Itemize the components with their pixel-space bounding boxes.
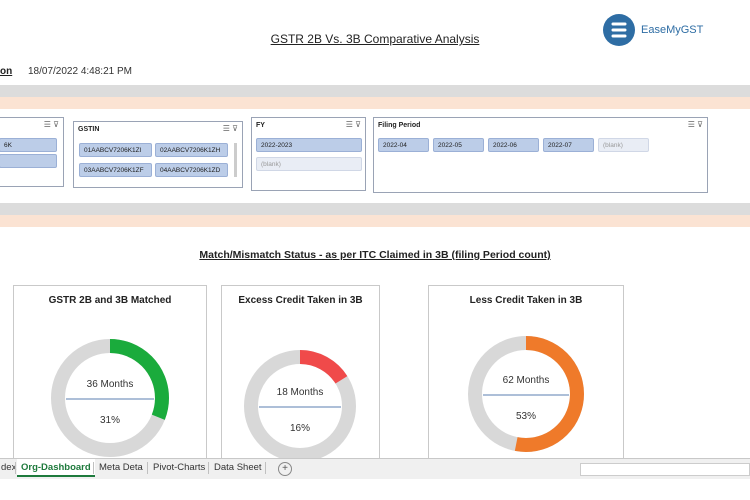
status-strip — [0, 479, 750, 500]
tab-separator — [93, 462, 94, 474]
gauge-chart: 36 Months 31% — [51, 339, 169, 457]
slicer-partial[interactable]: ☰ ⊽ 6K — [0, 117, 64, 187]
gauge-percent-label: 16% — [290, 423, 310, 434]
brand-name: EaseMyGST — [641, 24, 704, 36]
add-sheet-icon[interactable]: + — [278, 462, 292, 476]
gauge-card-excess: 18 Months 16% Excess Credit Taken in 3B — [221, 285, 380, 465]
slicer-title: GSTIN — [78, 126, 100, 133]
slicer-clear-filter-icon[interactable]: ☰ ⊽ — [345, 120, 361, 129]
fy-chip-blank[interactable]: (blank) — [256, 157, 362, 171]
gauge-percent-label: 53% — [516, 411, 536, 422]
slicer-multiselect-icon[interactable]: ☰ ⊽ — [43, 120, 59, 129]
fy-chip[interactable]: 2022-2023 — [256, 138, 362, 152]
tab-separator — [208, 462, 209, 474]
slicer-title: FY — [256, 122, 265, 129]
slicer-gstin[interactable]: GSTIN ☰ ⊽ 01AABCV7206K1ZI 02AABCV7206K1Z… — [73, 121, 243, 188]
gauge-percent-label: 31% — [100, 415, 120, 426]
gauge-title: Less Credit Taken in 3B — [469, 295, 583, 306]
period-chip[interactable]: 2022-05 — [433, 138, 484, 152]
gauge-value-arc — [51, 339, 169, 457]
gauge-months-label: 62 Months — [503, 375, 550, 386]
sheet-tab-bar: dex Org-Dashboard Meta Deta Pivot-Charts… — [0, 458, 750, 479]
tab-pivot-charts[interactable]: Pivot-Charts — [153, 462, 206, 473]
tab-meta-deta[interactable]: Meta Deta — [99, 462, 143, 473]
gstin-chip[interactable]: 01AABCV7206K1ZI — [79, 143, 152, 157]
tab-separator — [265, 462, 266, 474]
band-grey-bottom — [0, 203, 750, 215]
slicer-fy[interactable]: FY ☰ ⊽ 2022-2023 (blank) — [251, 117, 366, 191]
horizontal-scrollbar[interactable] — [580, 463, 750, 476]
gauge-chart: 18 Months 16% — [244, 350, 356, 462]
slicer-chip[interactable] — [0, 154, 57, 168]
refresh-timestamp: 18/07/2022 4:48:21 PM — [28, 66, 132, 77]
tab-data-sheet[interactable]: Data Sheet — [214, 462, 262, 473]
slicer-clear-filter-icon[interactable]: ☰ ⊽ — [687, 120, 703, 129]
section-title: Match/Mismatch Status - as per ITC Claim… — [199, 249, 551, 261]
tab-separator — [15, 462, 16, 474]
gauge-value-arc — [244, 350, 356, 462]
label-fragment: on — [0, 66, 13, 77]
band-grey-top — [0, 85, 750, 97]
slicer-chip[interactable]: 6K — [0, 138, 57, 152]
period-chip[interactable]: 2022-04 — [378, 138, 429, 152]
easemygst-logo-icon — [603, 14, 635, 46]
report-title: GSTR 2B Vs. 3B Comparative Analysis — [270, 32, 480, 46]
gauge-months-label: 36 Months — [87, 379, 134, 390]
tab-separator — [147, 462, 148, 474]
tab-index[interactable]: dex — [1, 462, 17, 473]
gauge-title: Excess Credit Taken in 3B — [238, 295, 363, 306]
gstin-chip[interactable]: 03AABCV7206K1ZF — [79, 163, 152, 177]
gauge-chart: 62 Months 53% — [468, 336, 584, 452]
brand: EaseMyGST — [603, 14, 703, 46]
band-peach-bottom — [0, 215, 750, 227]
gauge-card-less: 62 Months 53% Less Credit Taken in 3B — [428, 285, 624, 465]
slicer-clear-filter-icon[interactable]: ☰ ⊽ — [222, 124, 238, 133]
period-chip-blank[interactable]: (blank) — [598, 138, 649, 152]
gauge-card-matched: 36 Months 31% GSTR 2B and 3B Matched — [13, 285, 207, 465]
gauge-value-arc — [468, 336, 584, 452]
gstin-chip[interactable]: 04AABCV7206K1ZD — [155, 163, 228, 177]
tab-org-dashboard[interactable]: Org-Dashboard — [17, 459, 95, 477]
gauge-title: GSTR 2B and 3B Matched — [48, 295, 172, 306]
slicer-scrollbar[interactable] — [234, 143, 237, 177]
band-peach-top — [0, 97, 750, 109]
gauge-months-label: 18 Months — [277, 387, 324, 398]
slicer-title: Filing Period — [378, 122, 421, 129]
gstin-chip[interactable]: 02AABCV7206K1ZH — [155, 143, 228, 157]
period-chip[interactable]: 2022-07 — [543, 138, 594, 152]
slicer-filing-period[interactable]: Filing Period ☰ ⊽ 2022-04 2022-05 2022-0… — [373, 117, 708, 193]
period-chip[interactable]: 2022-06 — [488, 138, 539, 152]
